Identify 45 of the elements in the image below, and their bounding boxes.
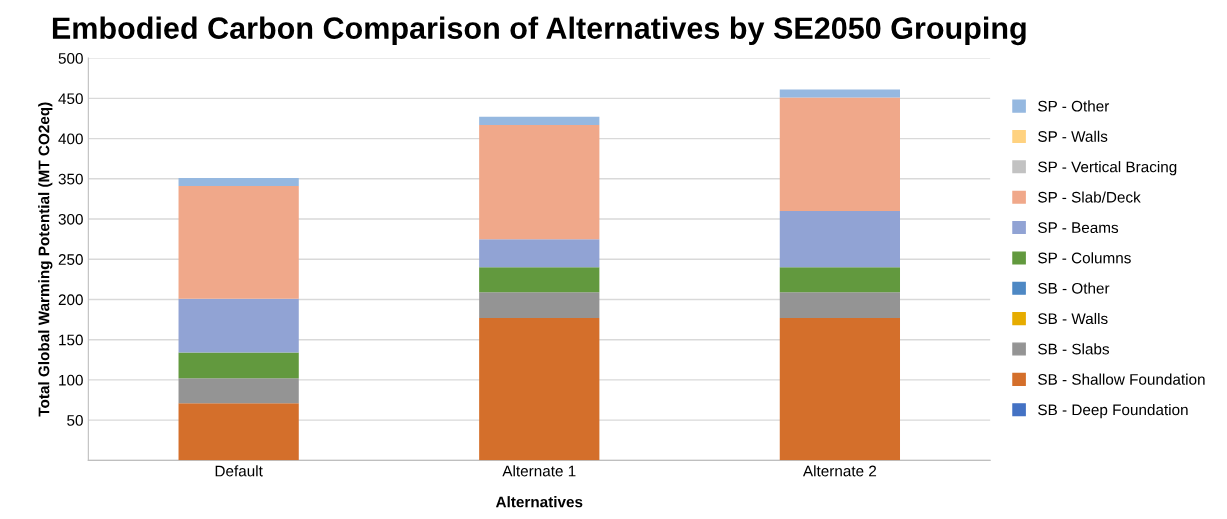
x-tick-label: Alternate 2 <box>802 465 877 477</box>
y-tick-label: 100 <box>59 374 83 386</box>
legend-label: SB - Other <box>1038 282 1110 294</box>
legend-label: SB - Deep Foundation <box>1038 403 1188 419</box>
bar <box>779 210 900 268</box>
bar <box>779 267 900 293</box>
legend-label: SB - Walls <box>1038 312 1108 325</box>
legend-label: SP - Slab/Deck <box>1038 191 1141 203</box>
bar <box>178 403 299 461</box>
bar <box>178 378 299 404</box>
bar <box>779 89 900 98</box>
bar <box>479 317 600 461</box>
bar <box>178 298 299 353</box>
legend-label: SP - Beams <box>1038 222 1119 234</box>
y-tick-label: 150 <box>59 334 83 346</box>
y-tick-label: 450 <box>58 93 83 105</box>
y-tick-label: 500 <box>58 53 83 64</box>
legend-label: SP - Walls <box>1038 130 1108 142</box>
y-tick-label: 250 <box>58 254 83 265</box>
chart-title: Embodied Carbon Comparison of Alternatives by SE2050 Grouping <box>52 16 1026 46</box>
bar <box>479 124 600 240</box>
bar <box>779 317 900 461</box>
bar <box>178 352 299 379</box>
y-tick-label: 300 <box>58 213 83 225</box>
bar <box>479 267 600 293</box>
legend-label: SB - Shallow Foundation <box>1038 373 1205 385</box>
y-tick-label: 400 <box>58 133 83 145</box>
legend-label: SB - Slabs <box>1038 343 1110 355</box>
legend-label: SP - Columns <box>1038 252 1131 264</box>
x-axis-title: Alternatives <box>495 496 583 508</box>
y-tick-label: 350 <box>58 173 83 185</box>
y-tick-label: 200 <box>58 294 83 306</box>
x-tick-label: Default <box>215 465 263 477</box>
bar <box>479 116 600 125</box>
bar <box>178 186 299 299</box>
bar <box>779 97 900 211</box>
bar <box>479 239 600 268</box>
y-axis-title: Total Global Warming Potential (MT CO2eq) <box>38 102 53 417</box>
bar <box>779 292 900 318</box>
legend-label: SP - Vertical Bracing <box>1038 161 1177 176</box>
bar <box>178 177 299 187</box>
bar <box>479 292 600 318</box>
x-tick-label: Alternate 1 <box>502 465 576 477</box>
legend-label: SP - Other <box>1038 100 1110 112</box>
y-tick-label: 50 <box>67 415 83 426</box>
